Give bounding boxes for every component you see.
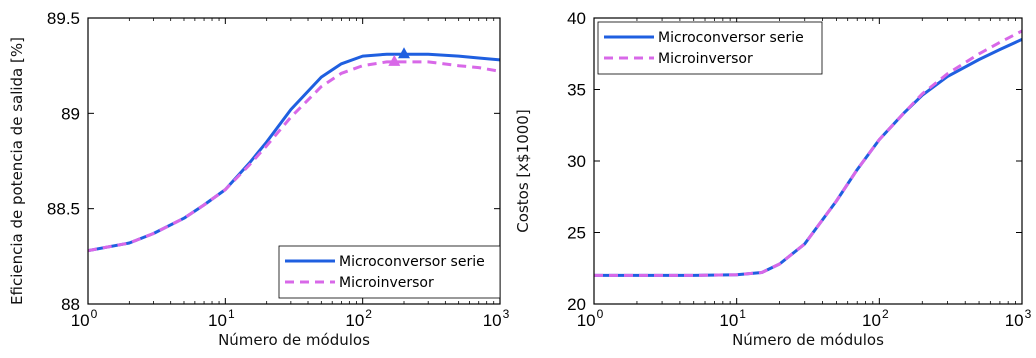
costs-legend: Microconversor serie Microinversor [597,21,823,75]
costs-x-tick-label: 101 [719,307,746,330]
efficiency-markers-group [388,47,411,66]
efficiency-series-line-microconversor-serie [88,52,500,253]
efficiency-x-tick-label: 103 [483,307,510,330]
efficiency-series-line-microinversor [88,60,500,253]
efficiency-x-axis-label: Número de módulos [218,331,370,349]
efficiency-y-tick-label: 89.5 [47,9,80,28]
efficiency-y-tick-label: 89 [61,104,80,123]
efficiency-legend-label-microconversor: Microconversor serie [339,254,485,270]
efficiency-x-tick-label: 101 [208,307,235,330]
efficiency-marker-microinversor [388,54,401,66]
efficiency-plot-frame [87,17,501,305]
efficiency-legend-box [278,245,501,299]
efficiency-y-axis-label: Eficiencia de potencia de salida [%] [8,37,26,305]
efficiency-y-tick-label: 88.5 [47,200,80,219]
costs-y-tick-label: 20 [567,295,586,314]
costs-series-line-microconversor-serie [594,38,1022,277]
efficiency-marker-microconversor-serie [398,47,411,59]
efficiency-legend-label-microinversor: Microinversor [339,275,434,291]
efficiency-legend: Microconversor serie Microinversor [278,245,501,299]
costs-series-group [594,29,1022,277]
efficiency-series-group [88,52,500,253]
costs-y-tick-label: 35 [567,81,586,100]
costs-legend-label-microinversor: Microinversor [658,51,753,67]
costs-y-tick-label: 30 [567,152,586,171]
efficiency-x-tick-label: 102 [345,307,372,330]
costs-y-tick-label: 25 [567,224,586,243]
costs-y-axis-label: Costos [x$1000] [514,109,532,232]
costs-legend-label-microconversor: Microconversor serie [658,30,804,46]
costs-x-tick-label: 102 [862,307,889,330]
costs-x-tick-label: 103 [1005,307,1032,330]
efficiency-y-tick-label: 88 [61,295,80,314]
costs-y-tick-label: 40 [567,9,586,28]
costs-x-axis-label: Número de módulos [732,331,884,349]
costs-series-line-microinversor [594,29,1022,277]
costs-legend-box [597,21,823,75]
